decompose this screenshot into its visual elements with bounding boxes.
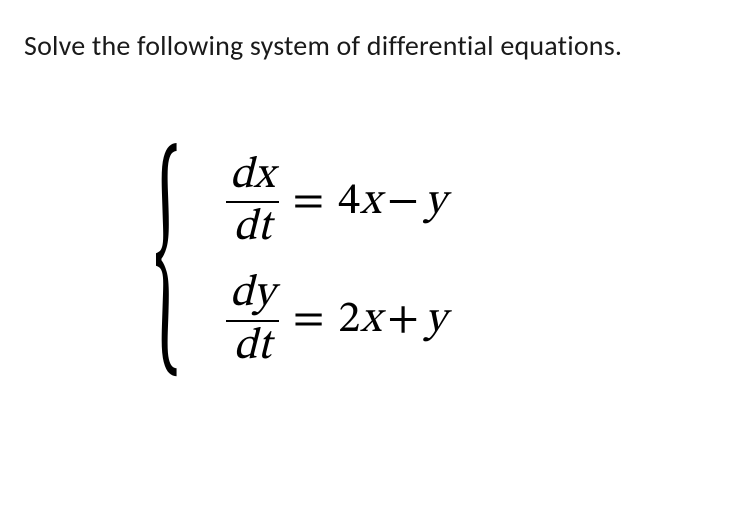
eq2-denominator: dt xyxy=(229,324,275,370)
eq1-numerator: dx xyxy=(226,153,279,199)
eq2-num-d: d xyxy=(230,272,254,316)
eq2-num-var: y xyxy=(253,272,274,316)
equation-2: dy dt = 2x+y xyxy=(226,271,446,369)
eq1-den-d: d xyxy=(233,206,257,250)
system-of-equations: { dx dt = 4x−y xyxy=(154,153,718,370)
eq2-den-d: d xyxy=(233,325,257,369)
eq2-den-var: t xyxy=(257,325,271,369)
eq1-coeff1: 4 xyxy=(338,180,360,224)
eq1-var2: y xyxy=(425,180,446,224)
eq1-num-d: d xyxy=(230,154,254,198)
fraction-bar xyxy=(226,320,279,322)
eq2-var2: y xyxy=(425,298,446,342)
eq1-op: − xyxy=(387,180,419,224)
eq2-coeff1: 2 xyxy=(338,298,360,342)
eq2-rhs: 2x+y xyxy=(338,293,446,348)
eq2-numerator: dy xyxy=(226,271,279,317)
fraction-bar xyxy=(226,201,279,203)
eq1-equals: = xyxy=(293,175,325,230)
eq1-den-var: t xyxy=(257,206,271,250)
equation-1: dx dt = 4x−y xyxy=(226,153,446,251)
eq1-rhs: 4x−y xyxy=(338,175,446,230)
eq1-denominator: dt xyxy=(229,205,275,251)
page: Solve the following system of differenti… xyxy=(0,0,742,398)
eq2-equals: = xyxy=(293,293,325,348)
eq2-lhs-fraction: dy dt xyxy=(226,271,279,369)
equations-group: dx dt = 4x−y dy xyxy=(226,153,446,370)
eq2-var1: x xyxy=(360,298,381,342)
eq2-op: + xyxy=(387,298,419,342)
eq1-lhs-fraction: dx dt xyxy=(226,153,279,251)
left-brace: { xyxy=(154,164,180,359)
eq1-var1: x xyxy=(360,180,381,224)
problem-prompt: Solve the following system of differenti… xyxy=(24,28,718,63)
eq1-num-var: x xyxy=(253,154,274,198)
